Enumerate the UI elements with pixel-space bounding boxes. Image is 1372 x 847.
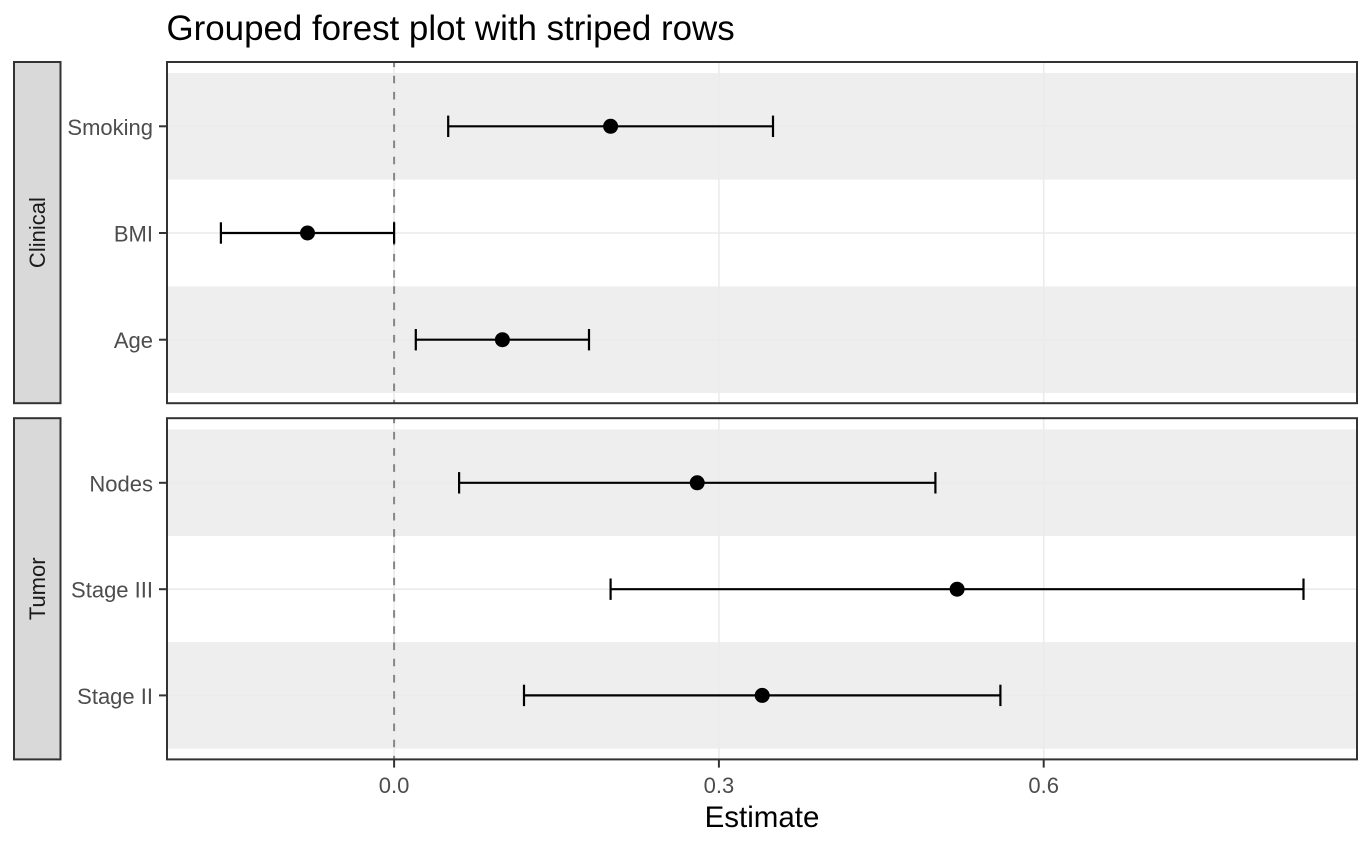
svg-text:Grouped forest plot with strip: Grouped forest plot with striped rows (167, 9, 735, 48)
svg-text:Stage III: Stage III (71, 578, 153, 603)
svg-text:Age: Age (114, 328, 153, 353)
svg-text:BMI: BMI (114, 222, 153, 247)
svg-text:0.0: 0.0 (379, 773, 410, 798)
svg-text:0.6: 0.6 (1028, 773, 1059, 798)
svg-text:Smoking: Smoking (67, 115, 153, 140)
svg-text:Nodes: Nodes (89, 471, 153, 496)
svg-text:0.3: 0.3 (704, 773, 735, 798)
svg-text:Clinical: Clinical (25, 197, 50, 268)
svg-text:Stage II: Stage II (77, 684, 153, 709)
svg-text:Tumor: Tumor (25, 557, 50, 620)
svg-text:Estimate: Estimate (705, 801, 820, 834)
